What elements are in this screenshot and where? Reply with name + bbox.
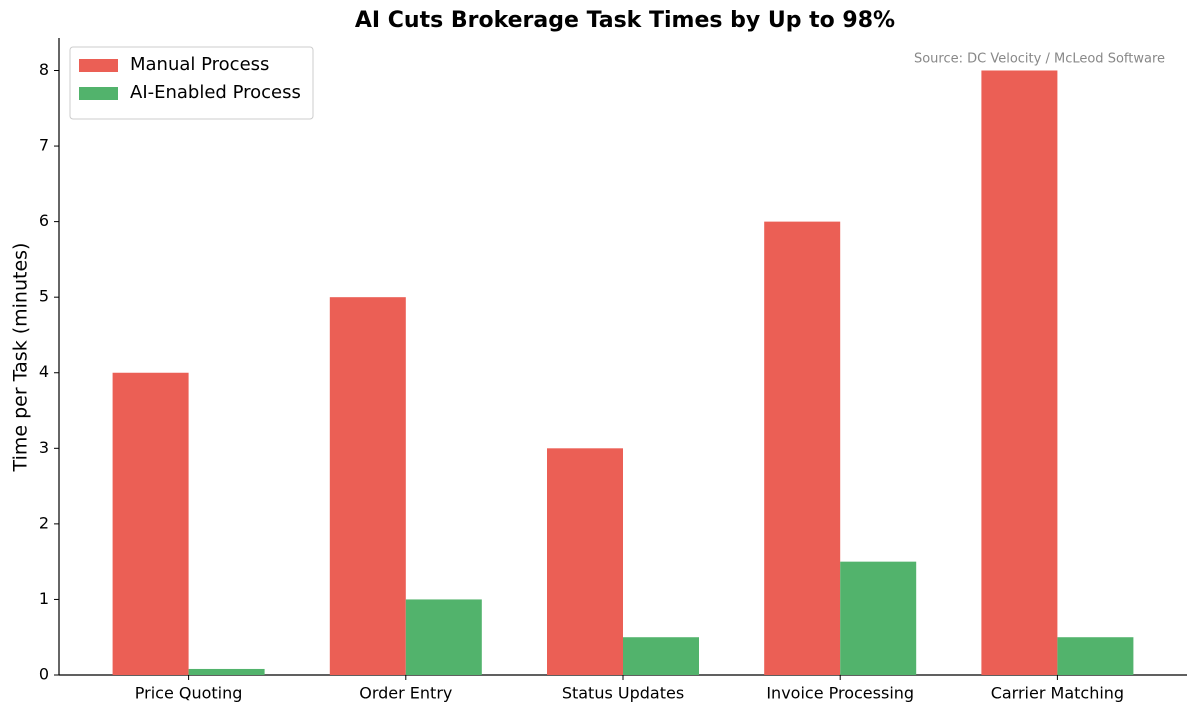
source-note: Source: DC Velocity / McLeod Software bbox=[914, 52, 1165, 67]
y-tick-label: 6 bbox=[39, 211, 49, 230]
y-tick-label: 8 bbox=[39, 60, 49, 79]
y-tick-label: 2 bbox=[39, 513, 49, 532]
x-tick-label: Status Updates bbox=[562, 684, 684, 703]
x-tick-label: Carrier Matching bbox=[991, 684, 1124, 703]
bar bbox=[1057, 637, 1134, 675]
legend-swatch bbox=[79, 87, 118, 100]
bar bbox=[840, 561, 917, 675]
legend-swatch bbox=[79, 59, 118, 72]
bar bbox=[623, 637, 699, 675]
bar bbox=[981, 70, 1058, 675]
bar bbox=[329, 297, 406, 675]
y-axis-label: Time per Task (minutes) bbox=[10, 243, 32, 473]
chart-title: AI Cuts Brokerage Task Times by Up to 98… bbox=[355, 8, 895, 33]
bar bbox=[188, 668, 265, 675]
y-tick-label: 4 bbox=[39, 362, 49, 381]
y-tick-label: 1 bbox=[39, 589, 49, 608]
bar bbox=[547, 448, 623, 675]
bar bbox=[764, 221, 841, 676]
legend-label: AI-Enabled Process bbox=[130, 82, 301, 103]
legend-box bbox=[69, 46, 314, 120]
x-tick-label: Order Entry bbox=[359, 684, 452, 703]
y-tick-label: 0 bbox=[39, 665, 49, 684]
bar bbox=[405, 599, 482, 675]
x-tick-label: Invoice Processing bbox=[766, 684, 914, 703]
y-tick-label: 7 bbox=[39, 136, 49, 155]
legend-label: Manual Process bbox=[130, 54, 269, 75]
y-tick-label: 5 bbox=[39, 287, 49, 306]
x-tick-label: Price Quoting bbox=[135, 684, 243, 703]
y-tick-label: 3 bbox=[39, 438, 49, 457]
bar bbox=[112, 372, 189, 675]
